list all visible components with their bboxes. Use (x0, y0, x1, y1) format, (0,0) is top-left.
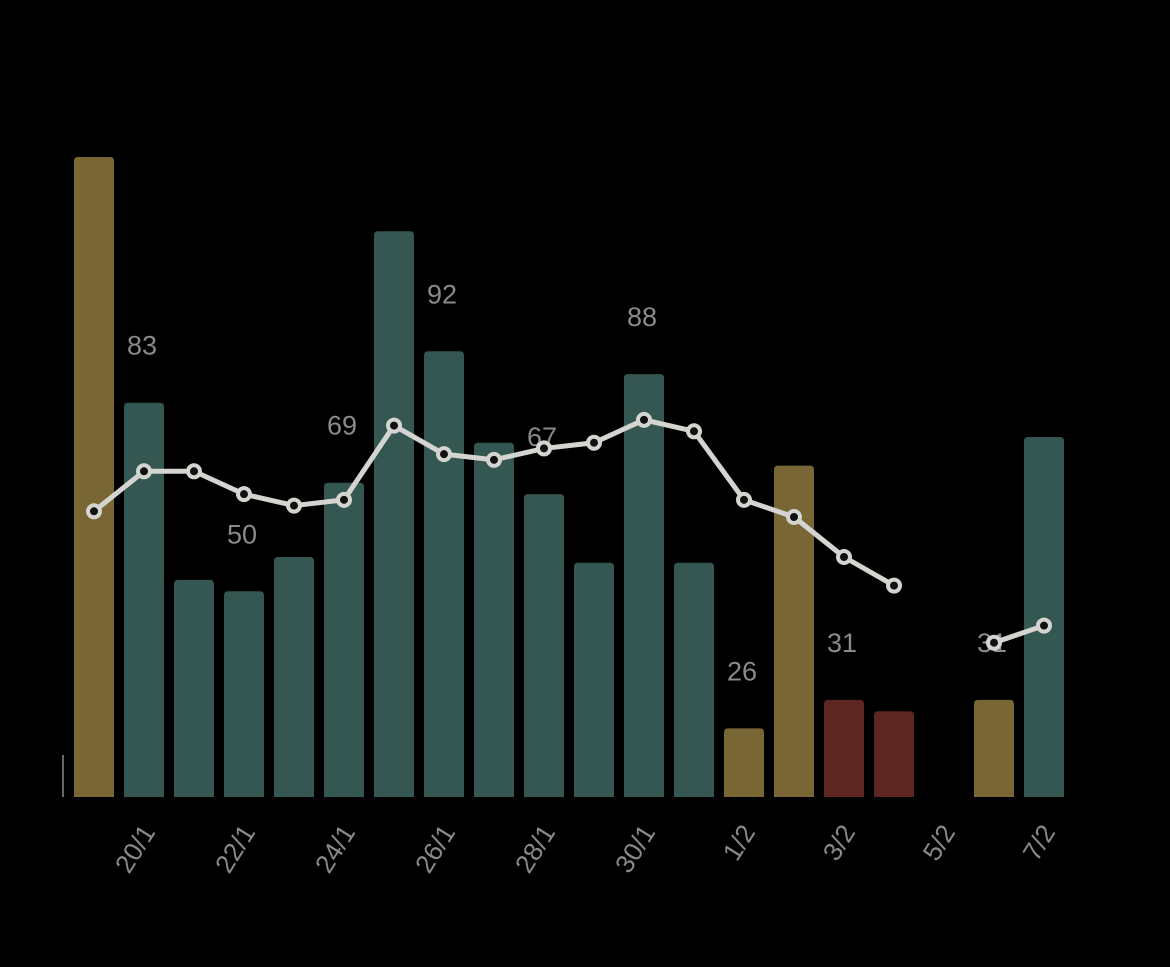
line-point (836, 549, 852, 565)
line-point (336, 491, 352, 508)
line-point (586, 434, 602, 451)
bar (824, 699, 864, 797)
bar (1024, 437, 1064, 797)
value-label: 88 (627, 302, 657, 332)
line-point (186, 463, 202, 480)
line-point (1036, 617, 1052, 634)
bar (424, 351, 464, 797)
value-label: 83 (127, 331, 157, 361)
value-label: 92 (427, 279, 457, 309)
bar (774, 465, 814, 797)
line-point (236, 486, 252, 503)
line-point (386, 417, 402, 434)
line (991, 623, 1047, 646)
value-label: 26 (727, 656, 757, 686)
bar (124, 402, 164, 797)
bar (224, 591, 264, 797)
line-point (436, 446, 452, 463)
bar (524, 494, 564, 797)
bar (174, 579, 214, 797)
bar (974, 699, 1014, 797)
bar (274, 557, 314, 797)
bar (574, 562, 614, 797)
line-point (886, 577, 902, 594)
value-label: 31 (827, 628, 857, 658)
bar (474, 442, 514, 797)
bar (624, 374, 664, 797)
bar (74, 157, 114, 797)
bar (324, 482, 364, 797)
line-point (786, 509, 802, 525)
line-point (636, 411, 652, 428)
line-point (86, 503, 102, 520)
line-point (986, 634, 1002, 651)
bar (374, 231, 414, 798)
line-point (286, 497, 302, 514)
line-point (486, 451, 502, 468)
value-label: 50 (227, 519, 257, 549)
line-point (686, 423, 702, 440)
line-point (536, 440, 552, 457)
bar (724, 728, 764, 797)
bar (674, 562, 714, 797)
line-point (136, 463, 152, 480)
value-label: 69 (327, 411, 357, 441)
bar (874, 711, 914, 797)
line-point (736, 491, 752, 508)
